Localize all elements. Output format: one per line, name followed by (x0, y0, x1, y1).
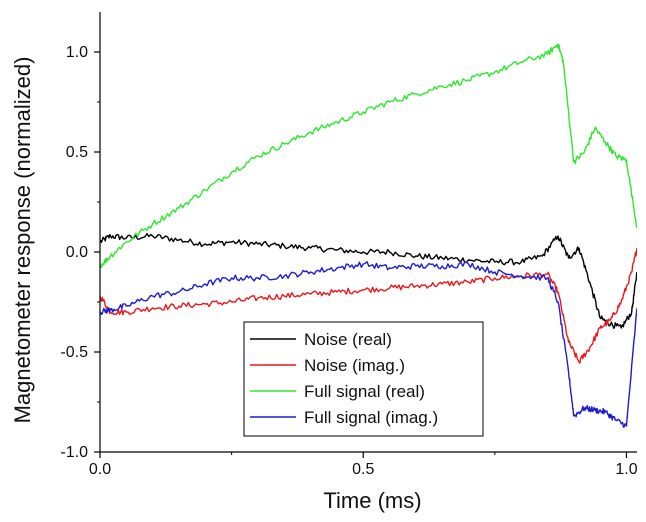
x-axis-title: Time (ms) (323, 488, 421, 513)
y-tick-label: -1.0 (60, 444, 88, 461)
y-tick-label: 1.0 (66, 44, 88, 61)
legend-label-1: Noise (imag.) (304, 356, 405, 375)
legend: Noise (real) Noise (imag.) Full signal (re… (243, 321, 484, 437)
series-line-3 (100, 261, 637, 428)
series-line-2 (100, 43, 637, 269)
x-tick-label: 1.0 (615, 461, 637, 478)
legend-label-2: Full signal (real) (304, 382, 425, 401)
y-tick-label: -0.5 (60, 344, 88, 361)
legend-label-0: Noise (real) (304, 330, 392, 349)
series-line-1 (100, 247, 637, 364)
x-tick-label: 0.5 (352, 461, 374, 478)
tick-labels: -1.0 -0.5 0.0 0.5 1.0 0.0 0.5 1.0 (60, 44, 637, 478)
axes (94, 12, 637, 458)
legend-label-3: Full signal (imag.) (304, 408, 438, 427)
series-layer (100, 43, 637, 428)
y-tick-label: 0.0 (66, 244, 88, 261)
x-tick-label: 0.0 (89, 461, 111, 478)
series-line-0 (100, 232, 637, 329)
y-tick-label: 0.5 (66, 144, 88, 161)
y-axis-title: Magnetometer response (normalized) (10, 57, 35, 424)
